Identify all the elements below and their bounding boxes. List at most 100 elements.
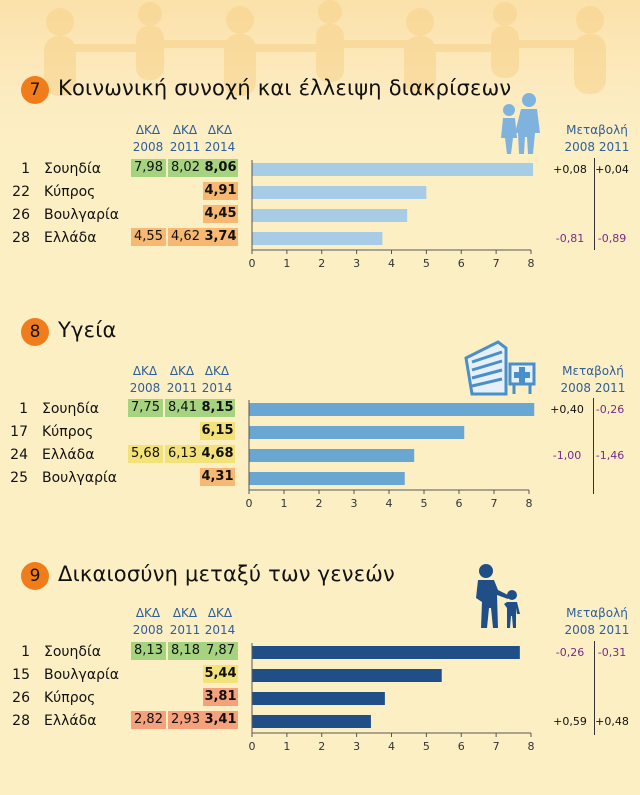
- section-number-badge: 7: [21, 76, 49, 104]
- value-cell-2014: 6,15: [200, 422, 235, 440]
- change-divider: [594, 158, 595, 250]
- column-header-year: 2014: [204, 140, 236, 154]
- change-divider: [594, 641, 595, 735]
- change-since-2008: -0,81: [555, 232, 585, 245]
- x-tick-label: 8: [526, 497, 533, 510]
- x-tick-label: 0: [249, 740, 256, 753]
- country-name: Ελλάδα: [42, 447, 95, 463]
- people-silhouettes-decoration: [44, 0, 606, 96]
- country-name: Σουηδία: [44, 644, 101, 660]
- bar: [249, 472, 405, 485]
- x-tick-label: 4: [388, 257, 395, 270]
- x-tick-label: 4: [388, 740, 395, 753]
- column-header-label: ΔΚΔ: [132, 364, 158, 378]
- country-name: Σουηδία: [42, 401, 99, 417]
- value-cell-2014: 8,06: [203, 159, 238, 177]
- section-social-cohesion: 7 Κοινωνική συνοχή και έλλειψη διακρίσεω…: [0, 0, 640, 270]
- value-cell-2014: 4,68: [200, 445, 235, 463]
- section-title: Υγεία: [58, 318, 117, 342]
- country-name: Βουλγαρία: [44, 207, 119, 223]
- column-header-2014: ΔΚΔ 2014: [200, 363, 234, 397]
- country-name: Κύπρος: [44, 690, 96, 706]
- bar-chart: 0 1 2 3 4 5 6 7 8: [246, 400, 535, 510]
- x-tick-label: 2: [318, 257, 325, 270]
- rank-number: 24: [10, 447, 28, 463]
- change-header: Μεταβολή 2008 2011: [560, 122, 634, 156]
- x-tick-label: 7: [491, 497, 498, 510]
- section-intergenerational-justice: 9 Δικαιοσύνη μεταξύ των γενεών ΔΚΔ 2008 …: [0, 0, 640, 753]
- value-cell-2011: 6,13: [165, 445, 200, 463]
- change-since-2011: +0,04: [595, 163, 629, 176]
- change-header-years: 2008 2011: [556, 380, 630, 397]
- column-header-label: ΔΚΔ: [169, 364, 195, 378]
- change-divider: [593, 398, 594, 494]
- column-header-year: 2011: [166, 381, 198, 395]
- x-tick-label: 6: [456, 497, 463, 510]
- country-name: Ελλάδα: [44, 713, 97, 729]
- value-cell-2014: 3,74: [203, 228, 238, 246]
- value-cell-2008: 7,98: [131, 159, 166, 177]
- bar: [252, 669, 442, 682]
- value-cell-2014: 5,44: [203, 665, 238, 683]
- section-number-badge: 8: [21, 318, 49, 346]
- value-cell-2014: 4,45: [203, 205, 238, 223]
- change-since-2008: +0,40: [550, 403, 584, 416]
- bar: [252, 692, 385, 705]
- column-header-2014: ΔΚΔ 2014: [203, 605, 237, 639]
- rank-number: 28: [12, 230, 30, 246]
- column-header-year: 2011: [169, 623, 201, 637]
- change-since-2011: -1,46: [595, 449, 625, 462]
- x-tick-label: 7: [493, 257, 500, 270]
- country-name: Βουλγαρία: [42, 470, 117, 486]
- bar: [249, 426, 465, 439]
- column-header-2014: ΔΚΔ 2014: [203, 122, 237, 156]
- value-cell-2008: 5,68: [128, 445, 163, 463]
- rank-number: 1: [21, 644, 30, 660]
- rank-number: 1: [19, 401, 28, 417]
- bar: [252, 163, 534, 176]
- bar: [252, 646, 520, 659]
- value-cell-2014: 3,41: [203, 711, 238, 729]
- section-health: 8 Υγεία ΔΚΔ 2008 ΔΚΔ 2011 ΔΚΔ 2014 Μεταβ…: [0, 0, 640, 510]
- column-header-year: 2011: [169, 140, 201, 154]
- change-since-2011: -0,26: [595, 403, 625, 416]
- value-cell-2014: 8,15: [200, 399, 235, 417]
- rank-number: 1: [21, 161, 30, 177]
- bar: [252, 186, 427, 199]
- rank-number: 26: [12, 207, 30, 223]
- change-header-right: 2011: [594, 381, 626, 395]
- x-tick-label: 4: [386, 497, 393, 510]
- x-tick-label: 5: [423, 257, 430, 270]
- x-tick-label: 1: [283, 740, 290, 753]
- change-header-years: 2008 2011: [560, 622, 634, 639]
- rank-number: 22: [12, 184, 30, 200]
- change-since-2011: +0,48: [595, 715, 629, 728]
- column-header-year: 2008: [132, 140, 164, 154]
- change-header: Μεταβολή 2008 2011: [556, 363, 630, 397]
- section-title: Δικαιοσύνη μεταξύ των γενεών: [58, 562, 395, 586]
- hospital-building-icon: [464, 340, 536, 396]
- x-tick-label: 1: [283, 257, 290, 270]
- x-tick-label: 8: [528, 257, 535, 270]
- column-header-label: ΔΚΔ: [172, 606, 198, 620]
- column-header-year: 2008: [132, 623, 164, 637]
- column-header-label: ΔΚΔ: [135, 123, 161, 137]
- change-since-2008: +0,08: [553, 163, 587, 176]
- change-header-left: 2008: [564, 140, 596, 154]
- value-cell-2014: 3,81: [203, 688, 238, 706]
- change-header-left: 2008: [560, 381, 592, 395]
- value-cell-2008: 4,55: [131, 228, 166, 246]
- column-header-2011: ΔΚΔ 2011: [168, 605, 202, 639]
- change-since-2008: -0,26: [555, 646, 585, 659]
- value-cell-2011: 4,62: [168, 228, 203, 246]
- column-header-label: ΔΚΔ: [207, 606, 233, 620]
- x-tick-label: 8: [528, 740, 535, 753]
- change-header-right: 2011: [598, 623, 630, 637]
- x-tick-label: 5: [421, 497, 428, 510]
- change-header-years: 2008 2011: [560, 139, 634, 156]
- value-cell-2014: 4,91: [203, 182, 238, 200]
- column-header-2008: ΔΚΔ 2008: [128, 363, 162, 397]
- bar: [249, 449, 415, 462]
- change-since-2011: -0,31: [597, 646, 627, 659]
- value-cell-2011: 2,93: [168, 711, 203, 729]
